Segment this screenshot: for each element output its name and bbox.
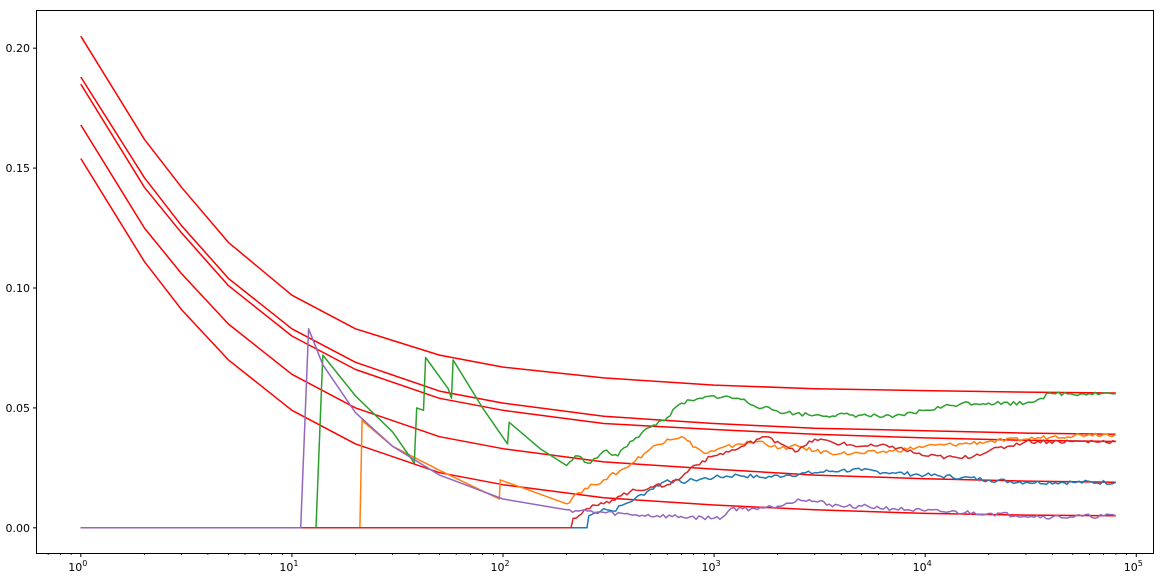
plot-frame — [36, 10, 1154, 554]
y-tick-label: 0.20 — [6, 42, 31, 55]
x-tick-label: 104 — [913, 559, 932, 574]
y-tick-label: 0.00 — [6, 522, 31, 535]
bound-curve-2 — [80, 76, 1116, 436]
plot-area — [80, 35, 1117, 529]
y-tick-label: 0.05 — [6, 402, 31, 415]
series-line-2 — [80, 419, 1117, 529]
bound-curve-5 — [80, 158, 1116, 517]
x-tick-label: 105 — [1124, 559, 1143, 574]
x-tick-label: 103 — [702, 559, 721, 574]
axes: 0.00 0.05 0.10 0.15 0.20 100 101 102 103 104 105 — [6, 42, 1143, 574]
y-tick-label: 0.15 — [6, 162, 31, 175]
series-line-3 — [80, 354, 1116, 529]
bound-curve-3 — [80, 83, 1116, 443]
bound-curve-4 — [80, 124, 1116, 484]
bound-curve-1 — [80, 35, 1116, 394]
x-tick-label: 102 — [490, 559, 509, 574]
series-line-4 — [80, 435, 1116, 529]
y-tick-label: 0.10 — [6, 282, 31, 295]
series-line-5 — [80, 328, 1117, 529]
x-tick-label: 101 — [279, 559, 298, 574]
x-tick-label: 100 — [68, 559, 87, 574]
